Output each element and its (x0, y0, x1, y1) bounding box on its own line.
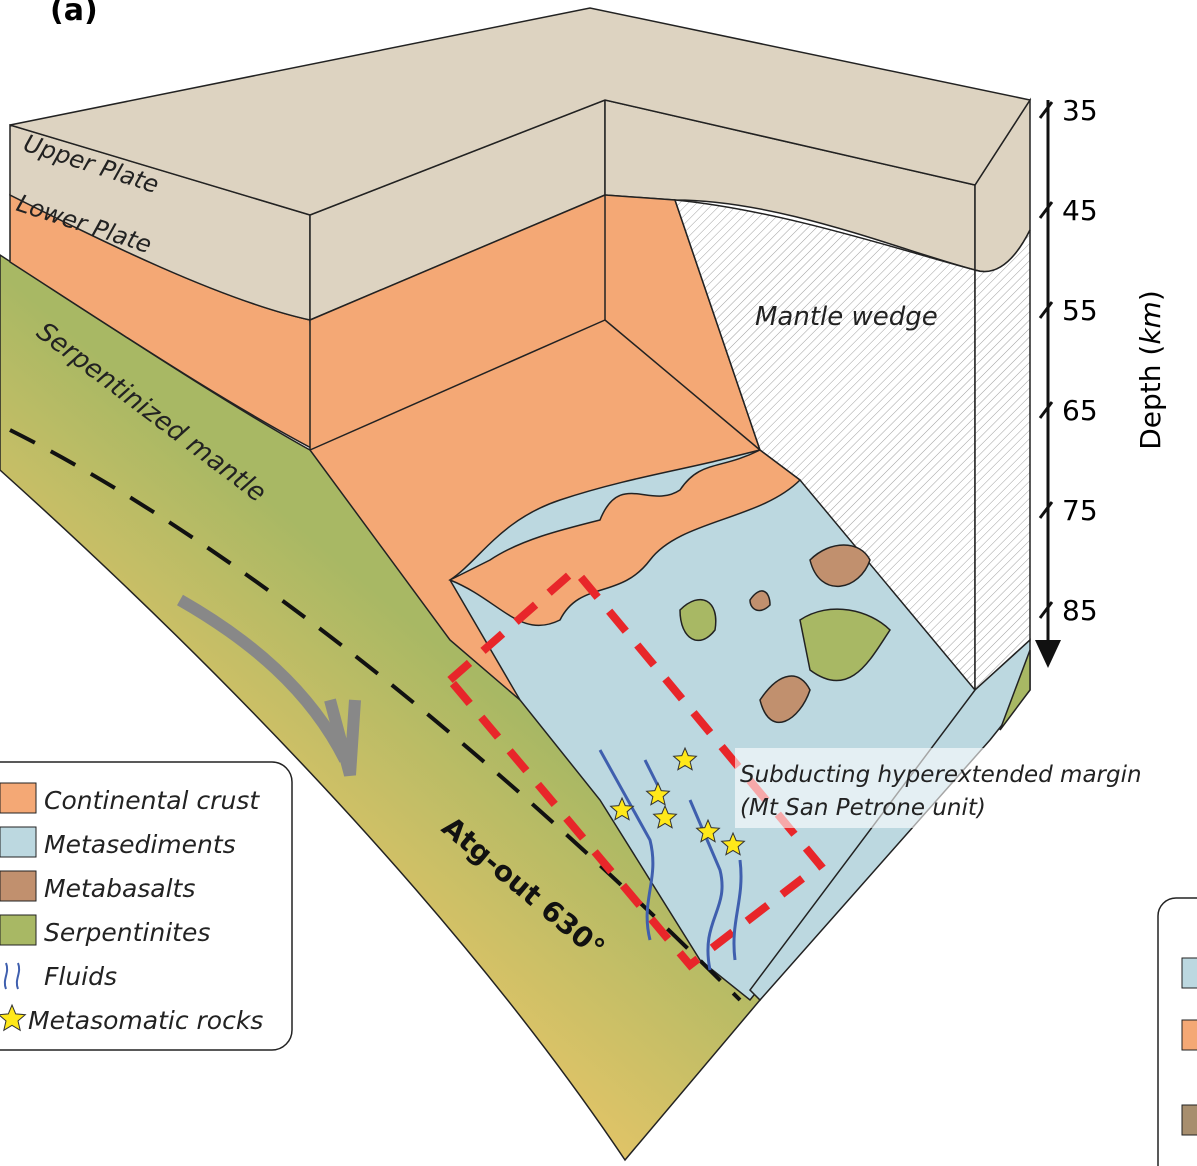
mantle-wedge-label: Mantle wedge (755, 302, 938, 332)
depth-tick (1038, 401, 1054, 419)
depth-tick-label: 65 (1062, 394, 1098, 427)
legend-label: Metabasalts (44, 874, 195, 903)
depth-tick-label: 45 (1062, 194, 1098, 227)
metasomatic-stars (609, 746, 746, 856)
legend-label: Fluids (44, 962, 117, 991)
legend-star (0, 1003, 27, 1032)
depth-tick (1038, 601, 1054, 619)
star (609, 796, 635, 821)
depth-tick-label: 75 (1062, 494, 1098, 527)
star (720, 831, 746, 856)
star (652, 804, 678, 829)
star (645, 781, 671, 806)
legend-label: Continental crust (44, 786, 260, 815)
panel-label: (a) (50, 0, 98, 28)
depth-tick (1038, 301, 1054, 319)
legend-swatch (0, 782, 37, 814)
margin-label: Subducting hyperextended margin (740, 762, 1142, 788)
subduction-arrow (177, 594, 361, 777)
study-area-box (444, 564, 826, 971)
depth-tick (1038, 101, 1054, 119)
fluid-arrows (598, 749, 743, 971)
margin-sublabel: (Mt San Petrone unit) (740, 795, 986, 821)
legend-swatch (0, 826, 37, 858)
legend-label: Metasediments (44, 830, 236, 859)
geology (0, 7, 1032, 1162)
legend-swatch (0, 870, 37, 902)
star (695, 818, 721, 843)
legend-fluid-icon (3, 962, 21, 990)
depth-tick (1038, 201, 1054, 219)
depth-tick (1038, 501, 1054, 519)
margin-label-bg (735, 748, 1080, 828)
second-legend (1157, 897, 1197, 1166)
legend-swatch (0, 914, 37, 946)
depth-label: Depth ( (1134, 345, 1167, 450)
depth-tick-label: 35 (1062, 94, 1098, 127)
legend-label: Serpentinites (44, 918, 210, 947)
legend-label: Metasomatic rocks (28, 1006, 263, 1035)
depth-label-end: ) (1134, 290, 1167, 301)
depth-axis: Depth (km) 35 45 55 65 75 85 (1035, 94, 1167, 668)
legend: Continental crust Metasediments Metabasalt… (0, 761, 293, 1051)
depth-tick-label: 85 (1062, 594, 1098, 627)
depth-unit: km (1134, 301, 1167, 345)
depth-axis-title: Depth (km) (1134, 290, 1167, 450)
star (672, 746, 698, 771)
depth-tick-label: 55 (1062, 294, 1098, 327)
